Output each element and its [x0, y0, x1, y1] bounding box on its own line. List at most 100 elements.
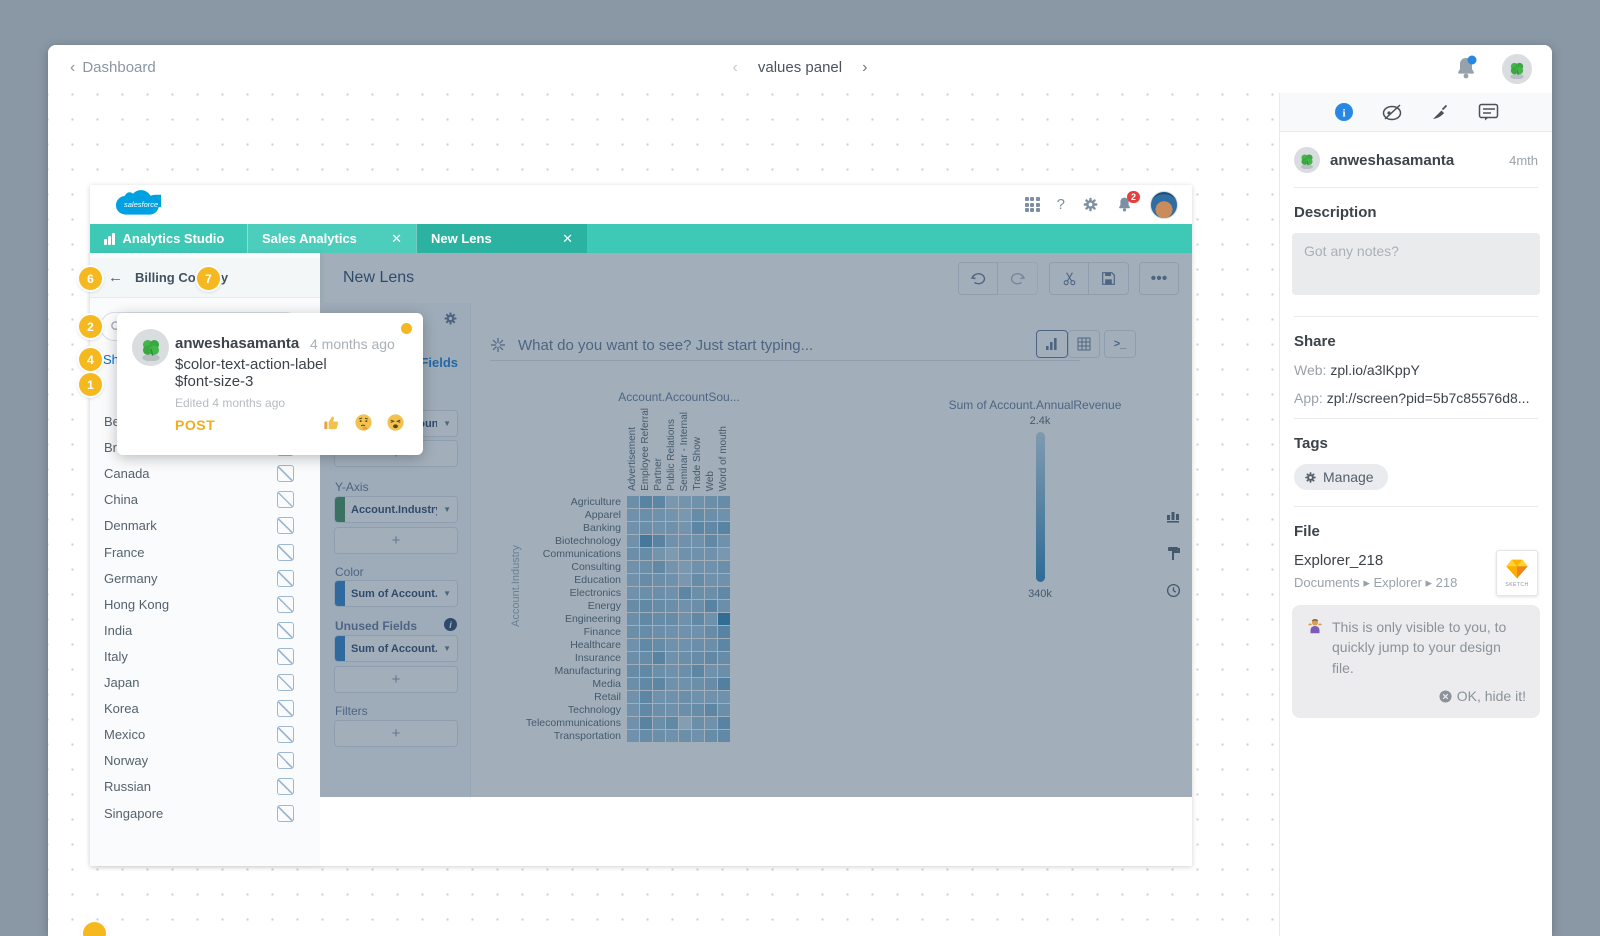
thinking-face-icon[interactable]: [354, 413, 373, 432]
sf-tab-label: New Lens: [431, 231, 492, 246]
back-to-dashboard[interactable]: ‹ Dashboard: [70, 59, 156, 76]
country-checkbox[interactable]: [277, 465, 294, 483]
country-row: Singapore: [90, 801, 320, 827]
country-row: India: [90, 618, 320, 644]
app-link[interactable]: zpl://screen?pid=5b7c85576d8...: [1326, 390, 1530, 406]
sf-header: salesforce ? 2: [90, 185, 1192, 224]
sketch-file-icon: SKETCH: [1496, 550, 1538, 596]
back-label: Dashboard: [82, 59, 156, 76]
user-avatar[interactable]: [1502, 54, 1532, 84]
country-label: Germany: [104, 570, 158, 586]
country-label: France: [104, 544, 145, 560]
sf-tab-new-lens[interactable]: New Lens ✕: [416, 224, 587, 253]
tags-heading: Tags: [1294, 435, 1328, 452]
country-label: India: [104, 622, 133, 638]
slice-knife-tab-icon[interactable]: [1429, 101, 1451, 123]
manage-tags-button[interactable]: Manage: [1294, 464, 1388, 490]
country-label: Russian: [104, 779, 151, 795]
thumbs-up-icon[interactable]: [322, 413, 341, 432]
country-row: Russian: [90, 774, 320, 800]
close-tab-icon[interactable]: ✕: [391, 230, 402, 246]
country-checkbox[interactable]: [277, 804, 294, 822]
country-checkbox[interactable]: [277, 700, 294, 718]
sf-notification-badge: 2: [1126, 190, 1140, 203]
country-checkbox[interactable]: [277, 674, 294, 691]
comment-avatar: [132, 329, 169, 366]
back-arrow-icon[interactable]: ←: [108, 269, 123, 286]
weary-face-icon[interactable]: [386, 413, 405, 432]
country-label: Canada: [104, 466, 150, 482]
country-row: Norway: [90, 748, 320, 774]
screen-navigator: ‹ values panel ›: [733, 59, 868, 76]
shrug-emoji-icon: [1306, 617, 1324, 678]
country-row: Germany: [90, 566, 320, 592]
visibility-note: This is only visible to you, to quickly …: [1292, 605, 1540, 719]
circle-x-icon: [1439, 689, 1452, 703]
country-checkbox[interactable]: [277, 726, 294, 744]
inspector-tabs: i: [1280, 93, 1552, 132]
country-label: Mexico: [104, 727, 146, 743]
country-checkbox[interactable]: [277, 621, 294, 639]
waffle-grid-icon[interactable]: [1024, 197, 1040, 212]
comment-marker-2[interactable]: 2: [79, 315, 102, 338]
comment-author: anweshasamanta: [175, 335, 300, 352]
country-checkbox[interactable]: [277, 752, 294, 770]
owner-name: anweshasamanta: [1330, 151, 1455, 169]
country-label: Singapore: [104, 805, 164, 821]
comment-reactions: [322, 413, 405, 432]
country-label: Denmark: [104, 518, 157, 534]
country-checkbox[interactable]: [277, 778, 294, 796]
close-tab-icon[interactable]: ✕: [562, 230, 573, 246]
comment-marker-7[interactable]: 7: [197, 267, 220, 290]
manage-tags-label: Manage: [1323, 469, 1374, 485]
country-checkbox[interactable]: [277, 491, 294, 509]
bar-chart-icon: [104, 232, 115, 245]
screen-image[interactable]: salesforce ? 2 Analytics Studio Sales A: [90, 185, 1192, 866]
comment-marker-partial[interactable]: [83, 922, 106, 936]
inspector-panel: i anweshasamanta 4mth Description Share …: [1279, 93, 1552, 936]
settings-gear-icon[interactable]: [1082, 196, 1099, 213]
comment-marker-4[interactable]: 4: [79, 348, 102, 371]
app-label: App:: [1294, 390, 1323, 406]
share-app-row: App: zpl://screen?pid=5b7c85576d8...: [1294, 390, 1538, 406]
palette-tab-icon[interactable]: [1381, 101, 1403, 123]
comment-marker-1[interactable]: 1: [79, 373, 102, 396]
country-checkbox[interactable]: [277, 569, 294, 587]
country-checkbox[interactable]: [277, 543, 294, 561]
description-input[interactable]: [1292, 233, 1540, 295]
sf-user-avatar[interactable]: [1150, 190, 1178, 219]
country-label: Japan: [104, 675, 140, 690]
help-icon[interactable]: ?: [1056, 196, 1065, 213]
next-screen-icon[interactable]: ›: [862, 58, 868, 76]
country-row: Denmark: [90, 513, 320, 539]
country-checkbox[interactable]: [277, 647, 294, 665]
country-row: Japan: [90, 670, 320, 696]
country-checkbox[interactable]: [277, 595, 294, 613]
chevron-left-icon: ‹: [70, 58, 76, 76]
sf-tab-label: Sales Analytics: [262, 231, 357, 246]
sf-notifications-icon[interactable]: 2: [1116, 190, 1140, 214]
sketch-label: SKETCH: [1505, 582, 1529, 588]
prev-screen-icon[interactable]: ‹: [732, 58, 738, 76]
modal-dim-overlay: [320, 253, 1192, 797]
sf-tab-sales-analytics[interactable]: Sales Analytics ✕: [247, 224, 416, 253]
screen-title: values panel: [757, 59, 843, 76]
comments-tab-icon[interactable]: [1477, 101, 1499, 123]
country-checkbox[interactable]: [277, 517, 294, 535]
file-row[interactable]: Explorer_218 Documents ▸ Explorer ▸ 218 …: [1292, 550, 1540, 596]
post-button[interactable]: POST: [175, 417, 216, 433]
sf-tab-analytics-studio[interactable]: Analytics Studio: [90, 224, 247, 253]
country-row: Korea: [90, 696, 320, 722]
dismiss-note-label: OK, hide it!: [1456, 687, 1526, 704]
notifications-bell-icon[interactable]: [1454, 55, 1478, 83]
comment-marker-6[interactable]: 6: [79, 267, 102, 290]
design-canvas: salesforce ? 2 Analytics Studio Sales A: [48, 93, 1280, 936]
app-window: ‹ Dashboard ‹ values panel › salesforce: [48, 45, 1552, 936]
country-row: Canada: [90, 461, 320, 487]
owner-avatar: [1294, 147, 1320, 173]
web-link[interactable]: zpl.io/a3lKppY: [1330, 362, 1420, 378]
info-tab-icon[interactable]: i: [1333, 101, 1355, 123]
dismiss-note-button[interactable]: OK, hide it!: [1306, 686, 1526, 706]
visibility-note-text: This is only visible to you, to quickly …: [1332, 619, 1507, 676]
file-heading: File: [1294, 523, 1320, 540]
